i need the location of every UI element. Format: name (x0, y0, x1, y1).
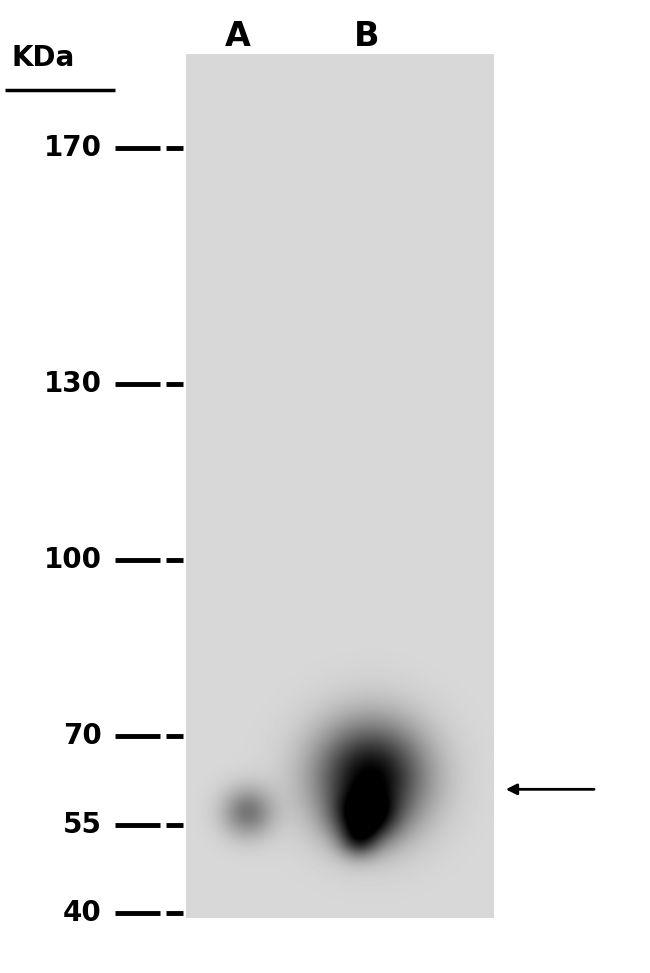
Text: 70: 70 (63, 722, 101, 750)
Text: KDa: KDa (12, 44, 75, 72)
Text: 55: 55 (62, 811, 101, 839)
Text: 100: 100 (44, 546, 101, 574)
Bar (186, 54, 493, 919)
Text: B: B (354, 20, 380, 54)
Text: 40: 40 (63, 899, 101, 927)
Text: 130: 130 (44, 370, 101, 398)
Text: 170: 170 (44, 134, 101, 162)
Text: A: A (225, 20, 250, 54)
